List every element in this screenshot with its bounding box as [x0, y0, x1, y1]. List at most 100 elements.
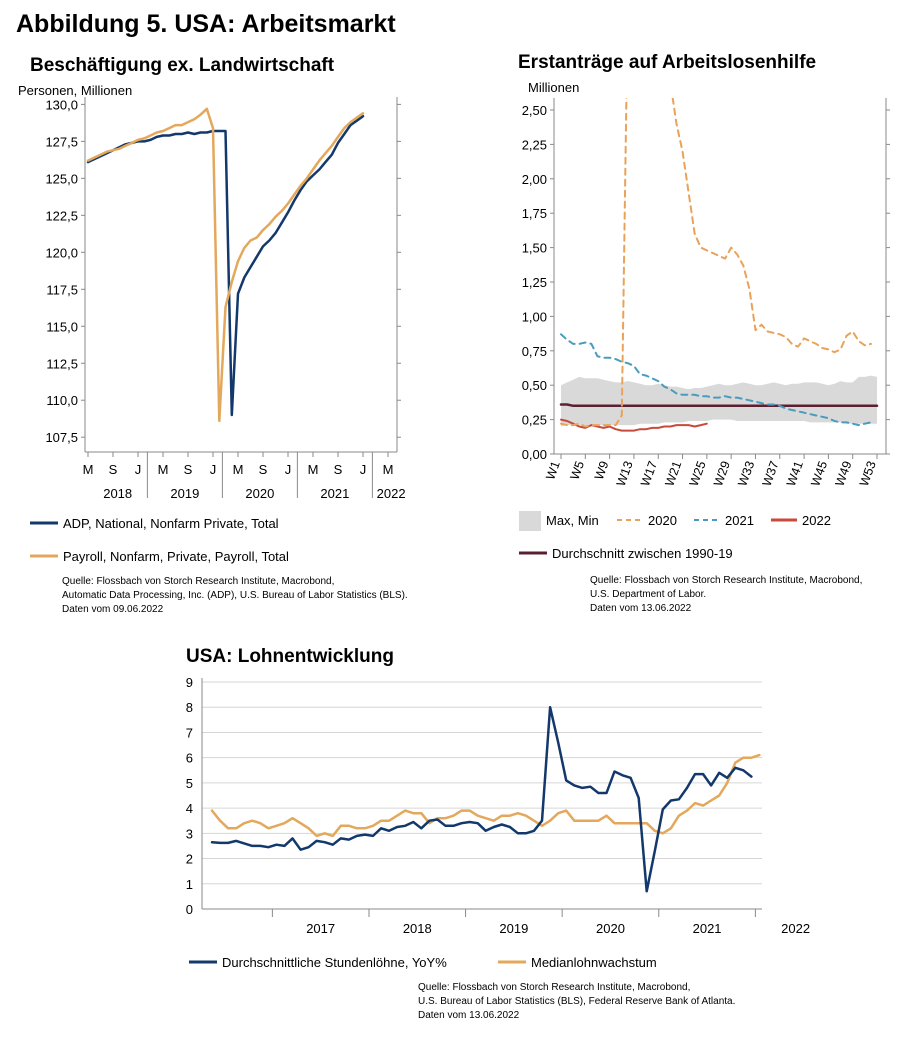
y-tick-label: 6 [186, 751, 193, 766]
x-tick-label: W9 [592, 459, 612, 481]
series-line-hourly-wages [210, 705, 753, 893]
chart2-title: Erstanträge auf Arbeitslosenhilfe [518, 52, 816, 73]
chart1-title: Beschäftigung ex. Landwirtschaft [30, 55, 335, 76]
y-tick-label: 2,25 [522, 137, 547, 152]
x-tick-label: W37 [760, 459, 782, 488]
x-year-label: 2022 [781, 921, 810, 936]
legend-label-hourly-wages: Durchschnittliche Stundenlöhne, YoY% [222, 955, 447, 970]
x-tick-label: J [135, 462, 142, 477]
chart1-source: Quelle: Flossbach von Storch Research In… [62, 576, 408, 615]
x-year-label: 2021 [320, 486, 349, 501]
legend-label-2022: 2022 [802, 513, 831, 528]
series-line-2020 [560, 98, 872, 428]
x-tick-label: W13 [614, 459, 636, 488]
x-year-label: 2018 [103, 486, 132, 501]
legend-label-band: Max, Min [546, 513, 599, 528]
y-tick-label: 110,0 [46, 393, 78, 408]
y-tick-label: 125,0 [45, 171, 78, 186]
y-tick-label: 0,75 [522, 344, 547, 359]
x-tick-label: W1 [543, 459, 563, 481]
legend-label-2021: 2021 [725, 513, 754, 528]
series-line-median-wage [210, 753, 761, 838]
x-tick-label: S [109, 462, 118, 477]
x-year-label: 2019 [499, 921, 528, 936]
x-year-label: 2021 [693, 921, 722, 936]
source-line: Quelle: Flossbach von Storch Research In… [418, 982, 690, 993]
x-tick-label: M [158, 462, 169, 477]
y-tick-label: 107,5 [45, 430, 78, 445]
chart2-legend: Max, Min 2020 2021 2022 Durchschnitt zwi… [519, 511, 831, 561]
chart2-source: Quelle: Flossbach von Storch Research In… [590, 575, 862, 614]
y-tick-label: 9 [186, 675, 193, 690]
y-tick-label: 5 [186, 776, 193, 791]
legend-label-average: Durchschnitt zwischen 1990-19 [552, 546, 733, 561]
chart3-source: Quelle: Flossbach von Storch Research In… [418, 982, 735, 1021]
legend-label-median-wage: Medianlohnwachstum [531, 955, 657, 970]
legend-label-adp: ADP, National, Nonfarm Private, Total [63, 516, 279, 531]
y-tick-label: 4 [186, 801, 193, 816]
y-tick-label: 7 [186, 725, 193, 740]
chart-wages: USA: Lohnentwicklung 0 1 2 3 4 5 6 7 8 9 2017 2018 2… [186, 646, 810, 1021]
source-line: U.S. Bureau of Labor Statistics (BLS), F… [418, 996, 735, 1007]
x-tick-label: J [285, 462, 292, 477]
legend-label-2020: 2020 [648, 513, 677, 528]
x-tick-label: W45 [808, 459, 830, 488]
x-tick-label: W53 [857, 459, 879, 488]
figure-title: Abbildung 5. USA: Arbeitsmarkt [16, 10, 396, 38]
chart2-unit-label: Millionen [528, 80, 579, 95]
y-tick-label: 0 [186, 902, 193, 917]
y-tick-label: 8 [186, 700, 193, 715]
x-tick-label: S [334, 462, 343, 477]
y-tick-label: 2 [186, 852, 193, 867]
y-tick-label: 1 [186, 877, 193, 892]
legend-swatch-band [519, 511, 541, 531]
x-tick-label: W5 [568, 459, 588, 481]
y-tick-label: 1,25 [522, 275, 547, 290]
y-tick-label: 0,50 [522, 378, 547, 393]
x-tick-label: W29 [711, 459, 733, 488]
series-line-average [559, 403, 879, 408]
x-tick-label: W25 [687, 459, 709, 488]
x-tick-label: J [210, 462, 217, 477]
chart-jobless-claims: Erstanträge auf Arbeitslosenhilfe Millio… [518, 52, 890, 614]
y-tick-label: 0,00 [522, 447, 547, 462]
x-tick-label: W17 [638, 459, 660, 488]
x-year-label: 2020 [245, 486, 274, 501]
chart1-legend: ADP, National, Nonfarm Private, Total Pa… [30, 516, 289, 564]
x-tick-label: W33 [735, 459, 757, 488]
x-tick-label: J [360, 462, 367, 477]
y-tick-label: 112,5 [46, 356, 78, 371]
series-line-2022 [560, 418, 708, 432]
source-date: Daten vom 09.06.2022 [62, 604, 164, 615]
y-tick-label: 3 [186, 826, 193, 841]
x-tick-label: M [308, 462, 319, 477]
max-min-band [561, 375, 877, 427]
x-tick-label: M [83, 462, 94, 477]
y-tick-label: 120,0 [45, 245, 78, 260]
source-line: Quelle: Flossbach von Storch Research In… [590, 575, 862, 586]
y-tick-label: 1,75 [522, 206, 547, 221]
source-date: Daten vom 13.06.2022 [418, 1010, 520, 1021]
source-line: Quelle: Flossbach von Storch Research In… [62, 576, 334, 587]
x-tick-label: M [233, 462, 244, 477]
source-date: Daten vom 13.06.2022 [590, 603, 692, 614]
source-line: U.S. Department of Labor. [590, 589, 706, 600]
x-tick-label: S [184, 462, 193, 477]
y-tick-label: 130,0 [45, 97, 78, 112]
y-tick-label: 0,25 [522, 413, 547, 428]
chart-employment: Beschäftigung ex. Landwirtschaft Persone… [18, 55, 408, 615]
x-tick-label: M [383, 462, 394, 477]
chart3-legend: Durchschnittliche Stundenlöhne, YoY% Med… [189, 955, 657, 970]
x-year-label: 2017 [306, 921, 335, 936]
y-tick-label: 1,50 [522, 241, 547, 256]
y-tick-label: 2,00 [522, 172, 547, 187]
y-tick-label: 1,00 [522, 309, 547, 324]
chart1-unit-label: Personen, Millionen [18, 83, 132, 98]
x-year-label: 2020 [596, 921, 625, 936]
chart3-title: USA: Lohnentwicklung [186, 646, 394, 667]
y-tick-label: 2,50 [522, 103, 547, 118]
x-tick-label: W41 [784, 459, 806, 488]
series-line-payroll [86, 107, 365, 423]
x-tick-label: W49 [833, 459, 855, 488]
